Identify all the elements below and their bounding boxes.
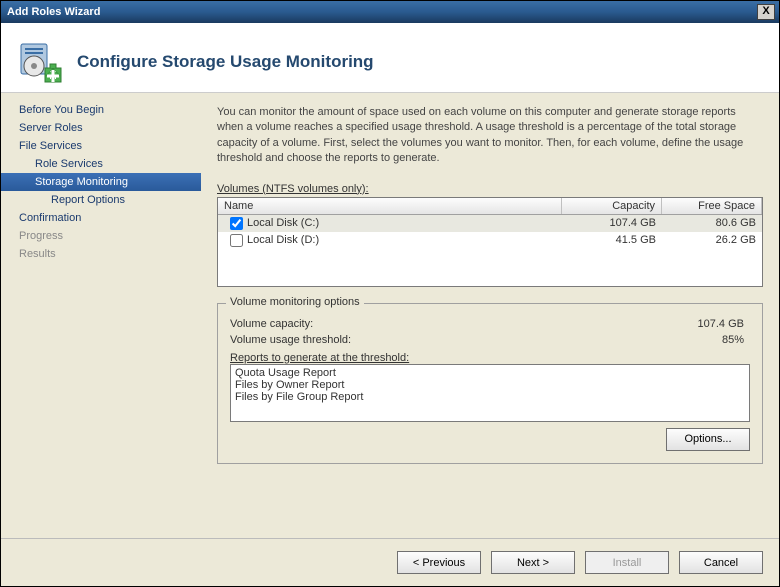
volume-free: 80.6 GB — [662, 216, 762, 230]
table-row[interactable]: Local Disk (D:) 41.5 GB26.2 GB — [218, 232, 762, 249]
volume-checkbox[interactable] — [230, 217, 243, 230]
close-button[interactable]: X — [757, 4, 775, 20]
cancel-button[interactable]: Cancel — [679, 551, 763, 574]
sidebar-item[interactable]: Server Roles — [1, 119, 201, 137]
window-title: Add Roles Wizard — [5, 6, 757, 18]
sidebar-item: Results — [1, 245, 201, 263]
install-button: Install — [585, 551, 669, 574]
volume-name: Local Disk (C:) — [247, 217, 319, 229]
content-pane: You can monitor the amount of space used… — [201, 93, 779, 538]
capacity-row: Volume capacity: 107.4 GB — [230, 318, 750, 330]
sidebar-item[interactable]: File Services — [1, 137, 201, 155]
threshold-value: 85% — [630, 334, 750, 346]
sidebar-item: Progress — [1, 227, 201, 245]
monitoring-options-group: Volume monitoring options Volume capacit… — [217, 303, 763, 464]
body-area: Before You BeginServer RolesFile Service… — [1, 93, 779, 538]
sidebar: Before You BeginServer RolesFile Service… — [1, 93, 201, 538]
table-row[interactable]: Local Disk (C:) 107.4 GB80.6 GB — [218, 215, 762, 232]
sidebar-item[interactable]: Before You Begin — [1, 101, 201, 119]
table-header: Name Capacity Free Space — [218, 198, 762, 215]
volume-capacity: 41.5 GB — [562, 233, 662, 247]
volume-name: Local Disk (D:) — [247, 234, 319, 246]
next-button[interactable]: Next > — [491, 551, 575, 574]
list-item[interactable]: Files by Owner Report — [235, 379, 745, 391]
sidebar-item[interactable]: Report Options — [1, 191, 201, 209]
reports-listbox[interactable]: Quota Usage ReportFiles by Owner ReportF… — [230, 364, 750, 422]
monitoring-legend: Volume monitoring options — [226, 296, 364, 308]
volume-free: 26.2 GB — [662, 233, 762, 247]
sidebar-item[interactable]: Confirmation — [1, 209, 201, 227]
col-name[interactable]: Name — [218, 198, 562, 214]
list-item[interactable]: Quota Usage Report — [235, 367, 745, 379]
options-button[interactable]: Options... — [666, 428, 750, 451]
volumes-table: Name Capacity Free Space Local Disk (C:)… — [217, 197, 763, 287]
reports-label: Reports to generate at the threshold: — [230, 352, 750, 364]
description-text: You can monitor the amount of space used… — [217, 105, 763, 167]
volumes-label: Volumes (NTFS volumes only): — [217, 183, 763, 195]
capacity-value: 107.4 GB — [630, 318, 750, 330]
sidebar-item[interactable]: Role Services — [1, 155, 201, 173]
sidebar-item[interactable]: Storage Monitoring — [1, 173, 201, 191]
capacity-label: Volume capacity: — [230, 318, 630, 330]
header-area: Configure Storage Usage Monitoring — [1, 23, 779, 93]
list-item[interactable]: Files by File Group Report — [235, 391, 745, 403]
wizard-icon — [17, 38, 65, 86]
wizard-window: Add Roles Wizard X Con — [0, 0, 780, 587]
titlebar: Add Roles Wizard X — [1, 1, 779, 23]
threshold-label: Volume usage threshold: — [230, 334, 630, 346]
col-capacity[interactable]: Capacity — [562, 198, 662, 214]
threshold-row: Volume usage threshold: 85% — [230, 334, 750, 346]
footer-buttons: < Previous Next > Install Cancel — [1, 538, 779, 586]
previous-button[interactable]: < Previous — [397, 551, 481, 574]
volume-checkbox[interactable] — [230, 234, 243, 247]
page-title: Configure Storage Usage Monitoring — [77, 52, 374, 72]
volume-capacity: 107.4 GB — [562, 216, 662, 230]
col-free[interactable]: Free Space — [662, 198, 762, 214]
